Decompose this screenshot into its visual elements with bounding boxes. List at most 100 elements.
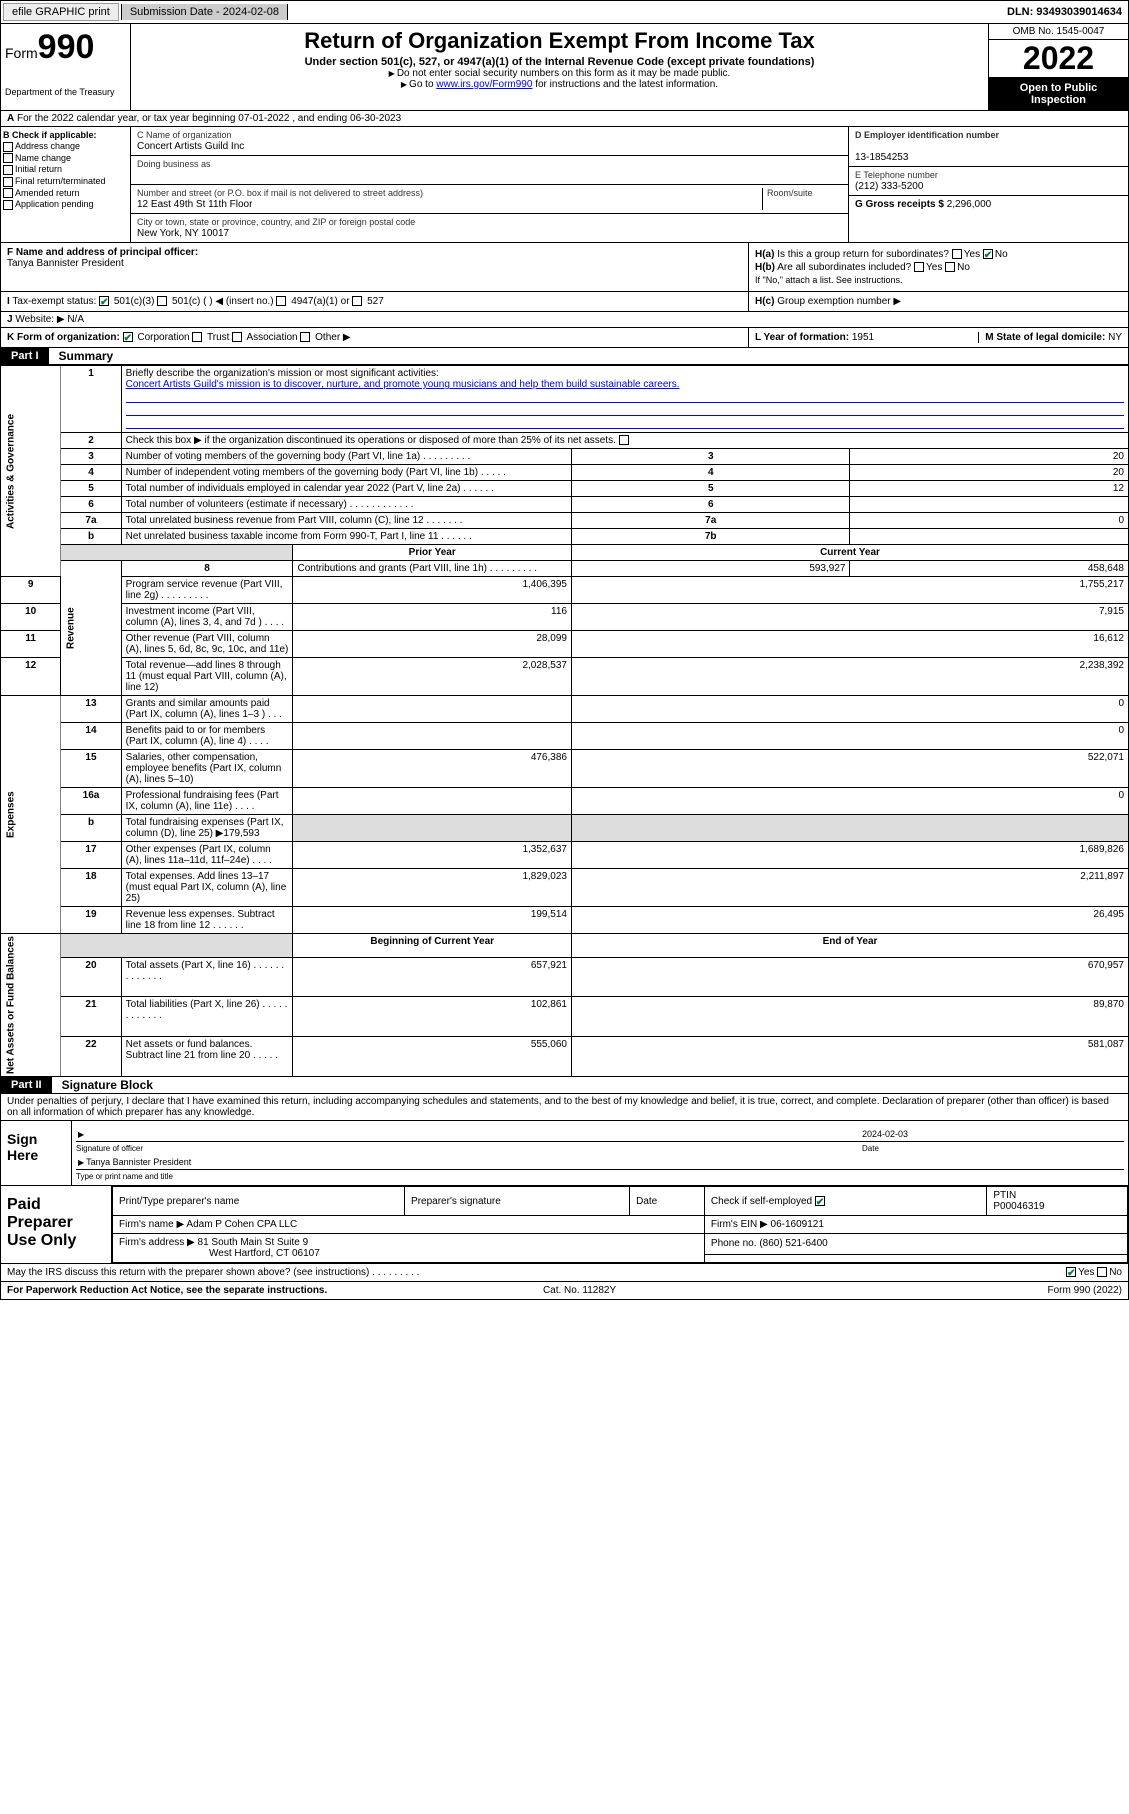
side-net: Net Assets or Fund Balances xyxy=(1,934,61,1077)
l15: Salaries, other compensation, employee b… xyxy=(121,750,293,788)
part1-label: Part I xyxy=(1,348,49,364)
cb-501c[interactable] xyxy=(157,296,167,306)
l18: Total expenses. Add lines 13–17 (must eq… xyxy=(121,869,293,907)
h-c: H(c) Group exemption number ▶ xyxy=(748,292,1128,311)
l13: Grants and similar amounts paid (Part IX… xyxy=(121,696,293,723)
h-note: If "No," attach a list. See instructions… xyxy=(755,275,1122,285)
c14: 0 xyxy=(571,723,1128,750)
c16a: 0 xyxy=(571,788,1128,815)
firm-ein: 06-1609121 xyxy=(771,1219,824,1230)
discuss-yes[interactable]: ✔Yes No xyxy=(1066,1267,1122,1278)
type-name-label: Type or print name and title xyxy=(76,1172,1124,1181)
cb-amended[interactable]: Amended return xyxy=(3,188,128,199)
subtitle-3: Go to www.irs.gov/Form990 for instructio… xyxy=(135,79,984,90)
m-state: M State of legal domicile: NY xyxy=(978,332,1122,343)
firm-name-label: Firm's name ▶ xyxy=(119,1219,184,1230)
dept-label: Department of the Treasury xyxy=(5,87,126,97)
l19: Revenue less expenses. Subtract line 18 … xyxy=(121,907,293,934)
submission-date: Submission Date - 2024-02-08 xyxy=(121,4,288,20)
q6: Total number of volunteers (estimate if … xyxy=(121,497,571,513)
cb-assoc[interactable] xyxy=(232,332,242,342)
l16b: Total fundraising expenses (Part IX, col… xyxy=(121,815,293,842)
q1: Briefly describe the organization's miss… xyxy=(126,368,439,379)
ptin-hdr: PTIN xyxy=(993,1190,1016,1201)
p20: 657,921 xyxy=(293,957,572,997)
p17: 1,352,637 xyxy=(293,842,572,869)
q4: Number of independent voting members of … xyxy=(121,465,571,481)
begin-hdr: Beginning of Current Year xyxy=(293,934,572,958)
tax-year: 2022 xyxy=(989,40,1128,78)
cb-corp[interactable]: ✔ xyxy=(123,332,133,342)
cb-address[interactable]: Address change xyxy=(3,141,128,152)
l14: Benefits paid to or for members (Part IX… xyxy=(121,723,293,750)
cb-other[interactable] xyxy=(300,332,310,342)
prep-self-hdr: Check if self-employed ✔ xyxy=(704,1187,986,1216)
q7b: Net unrelated business taxable income fr… xyxy=(121,529,571,545)
phone: (212) 333-5200 xyxy=(855,181,923,192)
ptin: P00046319 xyxy=(993,1201,1044,1212)
street-address: 12 East 49th St 11th Floor xyxy=(137,199,252,210)
form-number: Form990 xyxy=(5,28,126,67)
cb-501c3[interactable]: ✔ xyxy=(99,296,109,306)
p14 xyxy=(293,723,572,750)
p21: 102,861 xyxy=(293,997,572,1037)
c21: 89,870 xyxy=(571,997,1128,1037)
cb-final[interactable]: Final return/terminated xyxy=(3,176,128,187)
phone-label: Phone no. xyxy=(711,1238,757,1249)
q2: Check this box ▶ if the organization dis… xyxy=(121,433,1128,449)
v6 xyxy=(850,497,1129,513)
i-label: Tax-exempt status: xyxy=(12,296,96,307)
sign-here-label: Sign Here xyxy=(1,1121,71,1185)
officer-name: Tanya Bannister President xyxy=(7,258,742,269)
c9: 1,755,217 xyxy=(571,577,1128,604)
subtitle-1: Under section 501(c), 527, or 4947(a)(1)… xyxy=(135,56,984,68)
k-label: K Form of organization: xyxy=(7,332,120,343)
c8: 458,648 xyxy=(850,561,1129,577)
firm-addr-label: Firm's address ▶ xyxy=(119,1237,195,1248)
date-label: Date xyxy=(862,1144,1124,1153)
cb-trust[interactable] xyxy=(192,332,202,342)
c13: 0 xyxy=(571,696,1128,723)
b-header: B Check if applicable: xyxy=(3,130,128,140)
v7b xyxy=(850,529,1129,545)
d-ein-label: D Employer identification number xyxy=(855,130,999,140)
l17: Other expenses (Part IX, column (A), lin… xyxy=(121,842,293,869)
cb-initial[interactable]: Initial return xyxy=(3,164,128,175)
c19: 26,495 xyxy=(571,907,1128,934)
prior-hdr: Prior Year xyxy=(293,545,572,561)
prep-name-hdr: Print/Type preparer's name xyxy=(113,1187,405,1216)
form-title: Return of Organization Exempt From Incom… xyxy=(135,28,984,54)
side-rev: Revenue xyxy=(61,561,121,696)
p12: 2,028,537 xyxy=(293,658,572,696)
sign-date: 2024-02-03 xyxy=(860,1127,1124,1142)
p18: 1,829,023 xyxy=(293,869,572,907)
c22: 581,087 xyxy=(571,1037,1128,1077)
q5: Total number of individuals employed in … xyxy=(121,481,571,497)
cb-name[interactable]: Name change xyxy=(3,153,128,164)
ein: 13-1854253 xyxy=(855,152,908,163)
sig-officer-label: Signature of officer xyxy=(76,1144,862,1153)
firm-ein-label: Firm's EIN ▶ xyxy=(711,1219,768,1230)
v7a: 0 xyxy=(850,513,1129,529)
l-year: L Year of formation: 1951 xyxy=(755,332,978,343)
paperwork-notice: For Paperwork Reduction Act Notice, see … xyxy=(7,1285,327,1296)
p10: 116 xyxy=(293,604,572,631)
l20: Total assets (Part X, line 16) . . . . .… xyxy=(121,957,293,997)
cb-4947[interactable] xyxy=(276,296,286,306)
irs-link[interactable]: www.irs.gov/Form990 xyxy=(436,79,532,90)
efile-print-button[interactable]: efile GRAPHIC print xyxy=(3,3,119,21)
part1-title: Summary xyxy=(59,349,114,363)
g-gross-label: G Gross receipts $ xyxy=(855,199,944,210)
p8: 593,927 xyxy=(571,561,850,577)
cb-527[interactable] xyxy=(352,296,362,306)
h-a: H(a) Is this a group return for subordin… xyxy=(755,249,1122,260)
l9: Program service revenue (Part VIII, line… xyxy=(121,577,293,604)
v3: 20 xyxy=(850,449,1129,465)
j-website-label: Website: ▶ xyxy=(15,314,64,325)
h-b: H(b) Are all subordinates included? Yes … xyxy=(755,262,1122,273)
p19: 199,514 xyxy=(293,907,572,934)
cb-pending[interactable]: Application pending xyxy=(3,199,128,210)
l10: Investment income (Part VIII, column (A)… xyxy=(121,604,293,631)
gross-receipts: 2,296,000 xyxy=(947,199,992,210)
discuss-text: May the IRS discuss this return with the… xyxy=(7,1267,419,1278)
